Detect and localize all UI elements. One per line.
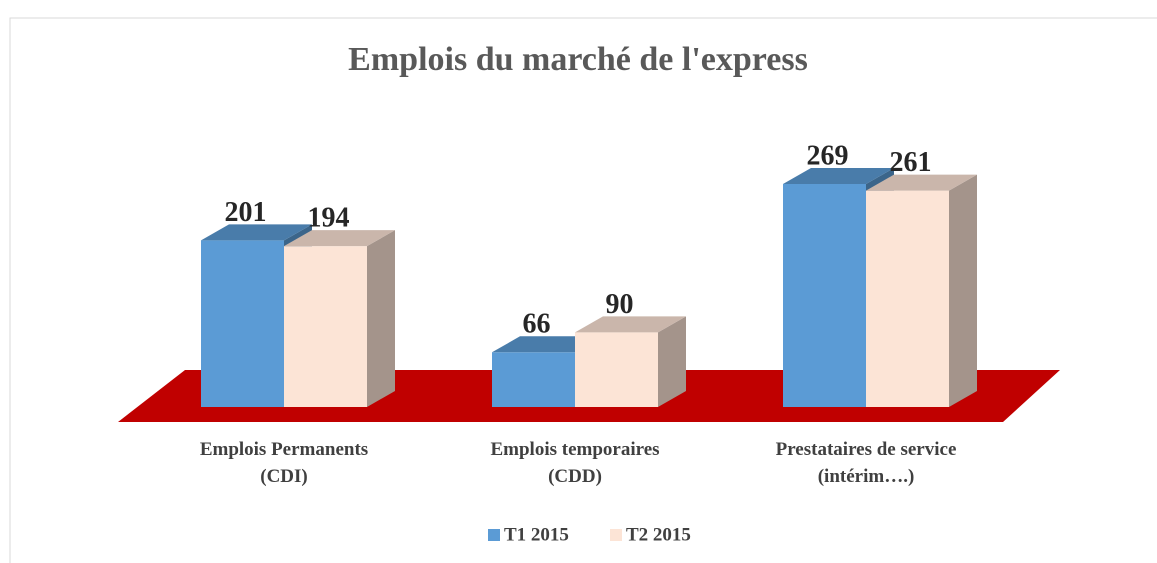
legend-swatch (488, 529, 500, 541)
bar-side (658, 316, 686, 407)
bar (201, 240, 284, 407)
bar-top (575, 316, 686, 333)
bar-side (367, 230, 395, 407)
data-label: 201 (225, 197, 267, 228)
bar-side (949, 174, 977, 407)
x-tick-label: Emplois Permanents (CDI) (199, 439, 369, 487)
chart-border (9, 17, 1157, 563)
chart-title: Emplois du marché de l'express (348, 41, 808, 78)
bar (492, 352, 575, 407)
legend-label: T1 2015 (504, 524, 569, 545)
x-tick-label: Prestataires de service (intérim….) (775, 439, 957, 487)
data-label: 90 (606, 289, 634, 320)
bar (284, 246, 367, 407)
bar (783, 184, 866, 407)
data-label: 194 (308, 203, 350, 234)
bar-top (866, 174, 977, 191)
bar-top (284, 230, 395, 247)
legend-label: T2 2015 (626, 524, 691, 545)
data-label: 269 (807, 140, 849, 171)
data-label: 261 (890, 147, 932, 178)
bar (866, 190, 949, 407)
bar-top (783, 168, 894, 184)
bar-top (201, 224, 312, 241)
bar (575, 332, 658, 407)
legend-swatch (610, 529, 622, 541)
x-tick-label: Emplois temporaires (CDD) (490, 439, 660, 487)
data-label: 66 (523, 309, 551, 340)
